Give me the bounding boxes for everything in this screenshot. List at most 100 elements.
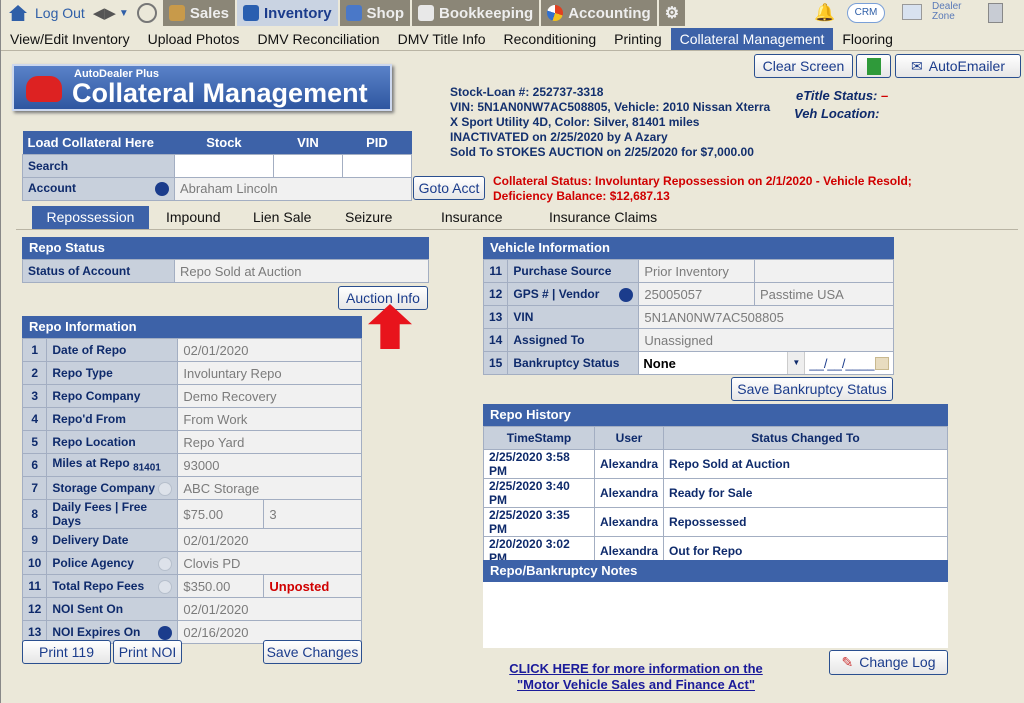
field-value[interactable]: 02/01/2020 [177,338,362,362]
subnav-upload-photos[interactable]: Upload Photos [147,31,240,47]
nav-bookkeeping[interactable]: Bookkeeping [412,0,540,26]
save-bankruptcy-status-button[interactable]: Save Bankruptcy Status [731,377,893,401]
autoemailer-button[interactable]: ✉ AutoEmailer [895,54,1021,78]
repo-info-row: 11 Total Repo Fees $350.00 Unposted [21,574,362,598]
dealer-zone-icon[interactable] [902,4,922,20]
field-label: Date of Repo [46,338,179,362]
field-value[interactable]: 02/01/2020 [177,528,362,552]
lookup-icon[interactable] [158,556,173,571]
print-119-button[interactable]: Print 119 [22,640,111,664]
row-number: 3 [21,384,48,408]
print-noi-button[interactable]: Print NOI [113,640,182,664]
assigned-to-label: Assigned To [507,328,640,352]
lookup-icon[interactable] [158,579,173,594]
field-value-2[interactable]: 3 [263,499,362,529]
history-dropdown-icon[interactable]: ▼ [118,7,129,19]
row-number: 2 [21,361,48,385]
tab-seizure[interactable]: Seizure [345,209,393,225]
tab-lien-sale[interactable]: Lien Sale [253,209,312,225]
wrench-icon [345,5,362,21]
field-label-text: NOI Expires On [52,624,141,639]
top-nav: Log Out ◀▶ ▼ Sales Inventory Shop Bookke… [1,0,1024,26]
lookup-icon[interactable] [158,481,173,496]
row-number: 13 [482,305,509,329]
account-field[interactable]: Abraham Lincoln [174,176,412,201]
subnav-dmv-reconciliation[interactable]: DMV Reconciliation [257,31,380,47]
lookup-icon[interactable] [158,625,173,640]
nav-accounting[interactable]: Accounting [541,0,657,26]
dealer-zone-link[interactable]: Dealer Zone [932,1,962,22]
back-icon[interactable]: ◀▶ [92,5,116,22]
account-link-icon[interactable] [155,182,169,196]
bankruptcy-controls: None ▼ __/__/____ [638,351,894,375]
subnav-view-edit-inventory[interactable]: View/Edit Inventory [10,31,130,47]
field-value[interactable]: Demo Recovery [177,384,362,408]
row-number: 10 [21,551,48,575]
notes-header: Repo/Bankruptcy Notes [483,560,948,582]
user-icon[interactable] [136,3,157,23]
row-number: 11 [482,259,509,283]
goto-acct-button[interactable]: Goto Acct [413,176,485,200]
bankruptcy-status-select[interactable]: None [643,355,676,371]
settings-button[interactable]: ⚙ [658,0,686,26]
clear-screen-button[interactable]: Clear Screen [754,54,853,78]
home-icon[interactable] [9,5,27,21]
tab-impound[interactable]: Impound [166,209,221,225]
field-label-text: Police Agency [52,555,134,570]
chevron-down-icon[interactable]: ▼ [787,352,806,374]
tab-repossession[interactable]: Repossession [32,206,149,229]
gps-link-icon[interactable] [619,287,634,302]
save-changes-button[interactable]: Save Changes [263,640,362,664]
field-value[interactable]: Involuntary Repo [177,361,362,385]
subnav-dmv-title-info[interactable]: DMV Title Info [397,31,486,47]
calendar-icon[interactable] [875,356,889,370]
subnav-printing[interactable]: Printing [614,31,662,47]
field-value[interactable]: From Work [177,407,362,431]
subnav-collateral-management[interactable]: Collateral Management [670,28,834,50]
pid-search-input[interactable] [341,153,413,178]
repo-status-header: Repo Status [22,237,429,259]
nav-sales[interactable]: Sales [162,0,236,26]
field-value-2[interactable]: Unposted [263,574,362,598]
notes-area[interactable] [483,582,948,648]
crm-button[interactable]: CRM [847,3,885,23]
field-label-text: Storage Company [52,480,156,495]
repo-history-panel: TimeStamp User Status Changed To 2/25/2020… [483,426,948,566]
tab-insurance[interactable]: Insurance [441,209,503,225]
logout-link[interactable]: Log Out [35,5,85,21]
link-line-1[interactable]: CLICK HERE for more information on the [509,661,763,676]
subnav-flooring[interactable]: Flooring [842,31,893,47]
field-label-text: Miles at Repo [52,456,130,471]
field-value[interactable]: $75.00 [177,499,265,529]
change-log-button[interactable]: ✎ Change Log [829,650,948,675]
stock-search-input[interactable] [174,153,274,178]
row-number: 11 [21,574,48,598]
field-value[interactable]: $350.00 [177,574,265,598]
repo-info-row: 2 Repo Type Involuntary Repo [21,361,362,385]
nav-shop[interactable]: Shop [339,0,411,26]
nav-inventory[interactable]: Inventory [237,0,338,26]
field-label: Repo Company [46,384,179,408]
load-header: Load Collateral Here [27,134,154,150]
page-logo: AutoDealer Plus Collateral Management [12,64,392,111]
mvsfa-link[interactable]: CLICK HERE for more information on the "… [481,661,791,693]
auction-info-button[interactable]: Auction Info [338,286,428,310]
repo-info-row: 7 Storage Company ABC Storage [21,476,362,500]
field-value[interactable]: 93000 [177,453,362,477]
field-label-text: NOI Sent On [52,602,124,616]
spreadsheet-button[interactable] [856,54,891,78]
vin-search-input[interactable] [272,153,343,178]
field-value[interactable]: 02/01/2020 [177,597,362,621]
field-label-text: Daily Fees | Free Days [52,500,148,528]
tab-insurance-claims[interactable]: Insurance Claims [549,209,658,225]
field-value[interactable]: ABC Storage [177,476,362,500]
subnav-reconditioning[interactable]: Reconditioning [503,31,597,47]
calculator-icon[interactable] [988,3,1003,23]
bell-icon[interactable]: 🔔 [814,3,836,22]
bankruptcy-date-input[interactable]: __/__/____ [809,355,875,371]
page-title: Collateral Management [72,78,368,108]
field-value[interactable]: Clovis PD [177,551,362,575]
link-line-2[interactable]: "Motor Vehicle Sales and Finance Act" [517,677,755,692]
repo-info-row: 12 NOI Sent On 02/01/2020 [21,597,362,621]
field-value[interactable]: Repo Yard [177,430,362,454]
